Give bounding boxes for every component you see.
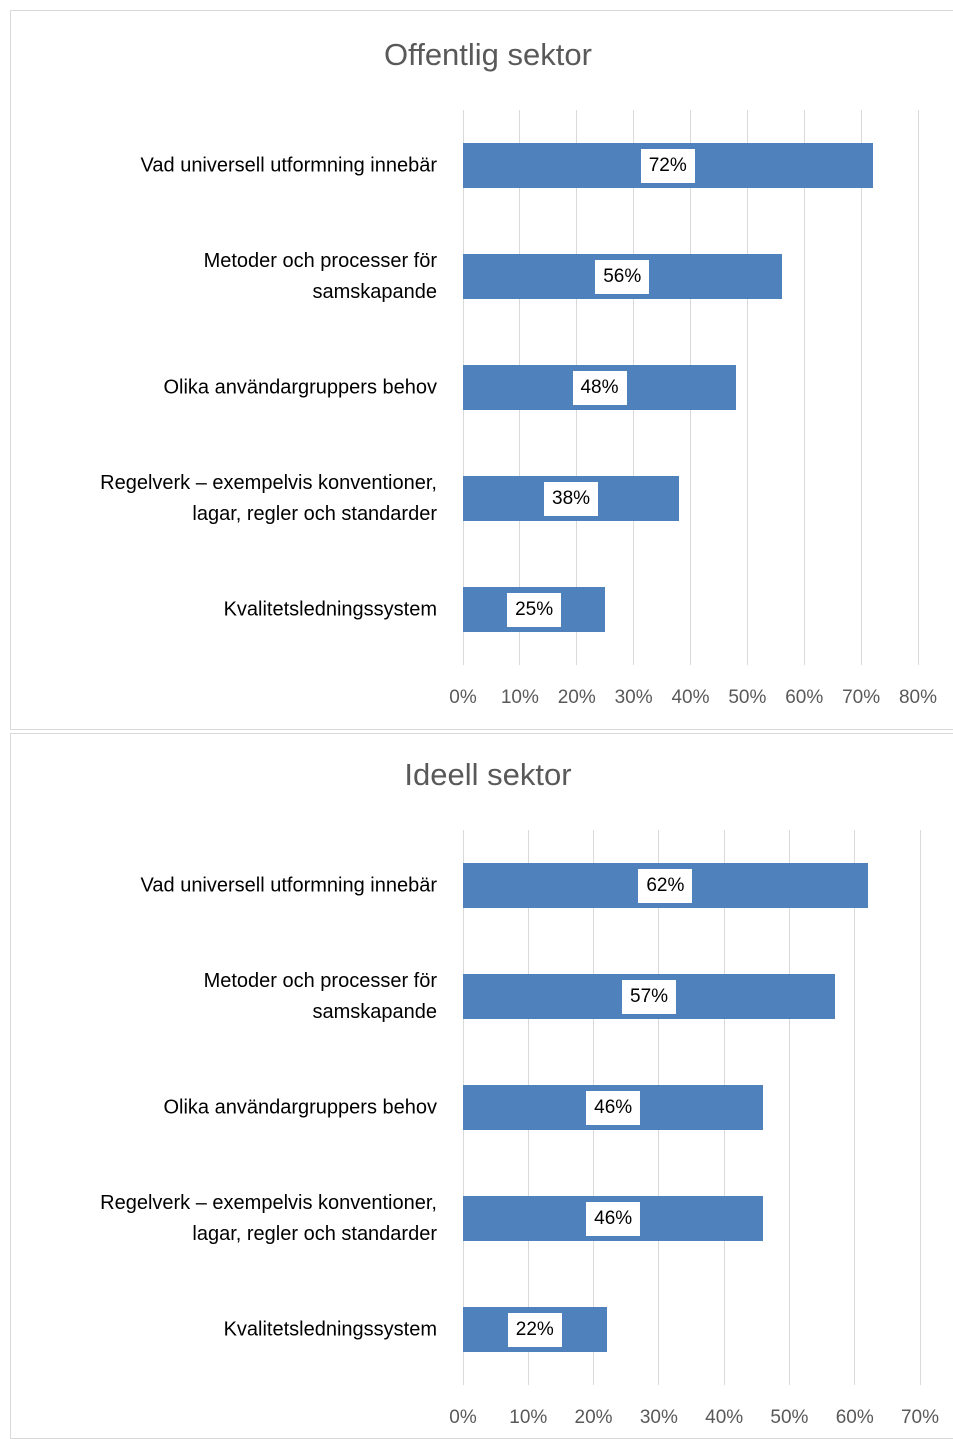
category-label: Olika användargruppers behov xyxy=(163,1096,437,1118)
grid-line xyxy=(746,110,748,665)
chart-title: Offentlig sektor xyxy=(384,37,592,72)
category-label: Olika användargruppers behov xyxy=(163,376,437,398)
chart-panel xyxy=(10,10,953,730)
x-tick-label: 60% xyxy=(785,687,824,708)
x-tick-label: 20% xyxy=(574,1407,613,1428)
category-label: Metoder och processer för samskapande xyxy=(203,249,437,303)
category-label: Kvalitetsledningssystem xyxy=(223,1318,437,1340)
x-tick-label: 10% xyxy=(509,1407,548,1428)
category-label: Vad universell utformning innebär xyxy=(140,874,437,896)
x-tick-label: 70% xyxy=(900,1407,940,1428)
value-label: 46% xyxy=(586,1090,641,1125)
value-label: 57% xyxy=(622,979,677,1014)
grid-line xyxy=(788,830,790,1385)
grid-line xyxy=(917,110,919,665)
value-label: 46% xyxy=(586,1201,641,1236)
value-label: 62% xyxy=(638,868,693,903)
value-label: 25% xyxy=(507,592,562,627)
x-tick-label: 30% xyxy=(614,687,653,708)
value-label: 72% xyxy=(640,148,695,183)
x-tick-label: 0% xyxy=(449,687,477,708)
category-label: Regelverk – exempelvis konventioner, lag… xyxy=(100,471,437,525)
x-tick-label: 0% xyxy=(449,1407,477,1428)
category-label: Vad universell utformning innebär xyxy=(140,154,437,176)
value-label: 56% xyxy=(595,259,650,294)
grid-line xyxy=(854,830,856,1385)
x-tick-label: 80% xyxy=(898,687,938,708)
x-tick-label: 50% xyxy=(728,687,767,708)
x-tick-label: 40% xyxy=(671,687,710,708)
x-tick-label: 40% xyxy=(705,1407,744,1428)
value-label: 22% xyxy=(507,1312,562,1347)
x-tick-label: 50% xyxy=(770,1407,809,1428)
grid-line xyxy=(803,110,805,665)
grid-line xyxy=(860,110,862,665)
x-tick-label: 20% xyxy=(557,687,596,708)
chart-title: Ideell sektor xyxy=(404,757,572,792)
grid-line xyxy=(919,830,921,1385)
category-label: Kvalitetsledningssystem xyxy=(223,598,437,620)
x-tick-label: 30% xyxy=(639,1407,678,1428)
x-tick-label: 70% xyxy=(842,687,881,708)
category-label: Metoder och processer för samskapande xyxy=(203,969,437,1023)
x-tick-label: 10% xyxy=(500,687,539,708)
value-label: 38% xyxy=(544,481,599,516)
value-label: 48% xyxy=(572,370,627,405)
x-tick-label: 60% xyxy=(835,1407,874,1428)
category-label: Regelverk – exempelvis konventioner, lag… xyxy=(100,1191,437,1245)
